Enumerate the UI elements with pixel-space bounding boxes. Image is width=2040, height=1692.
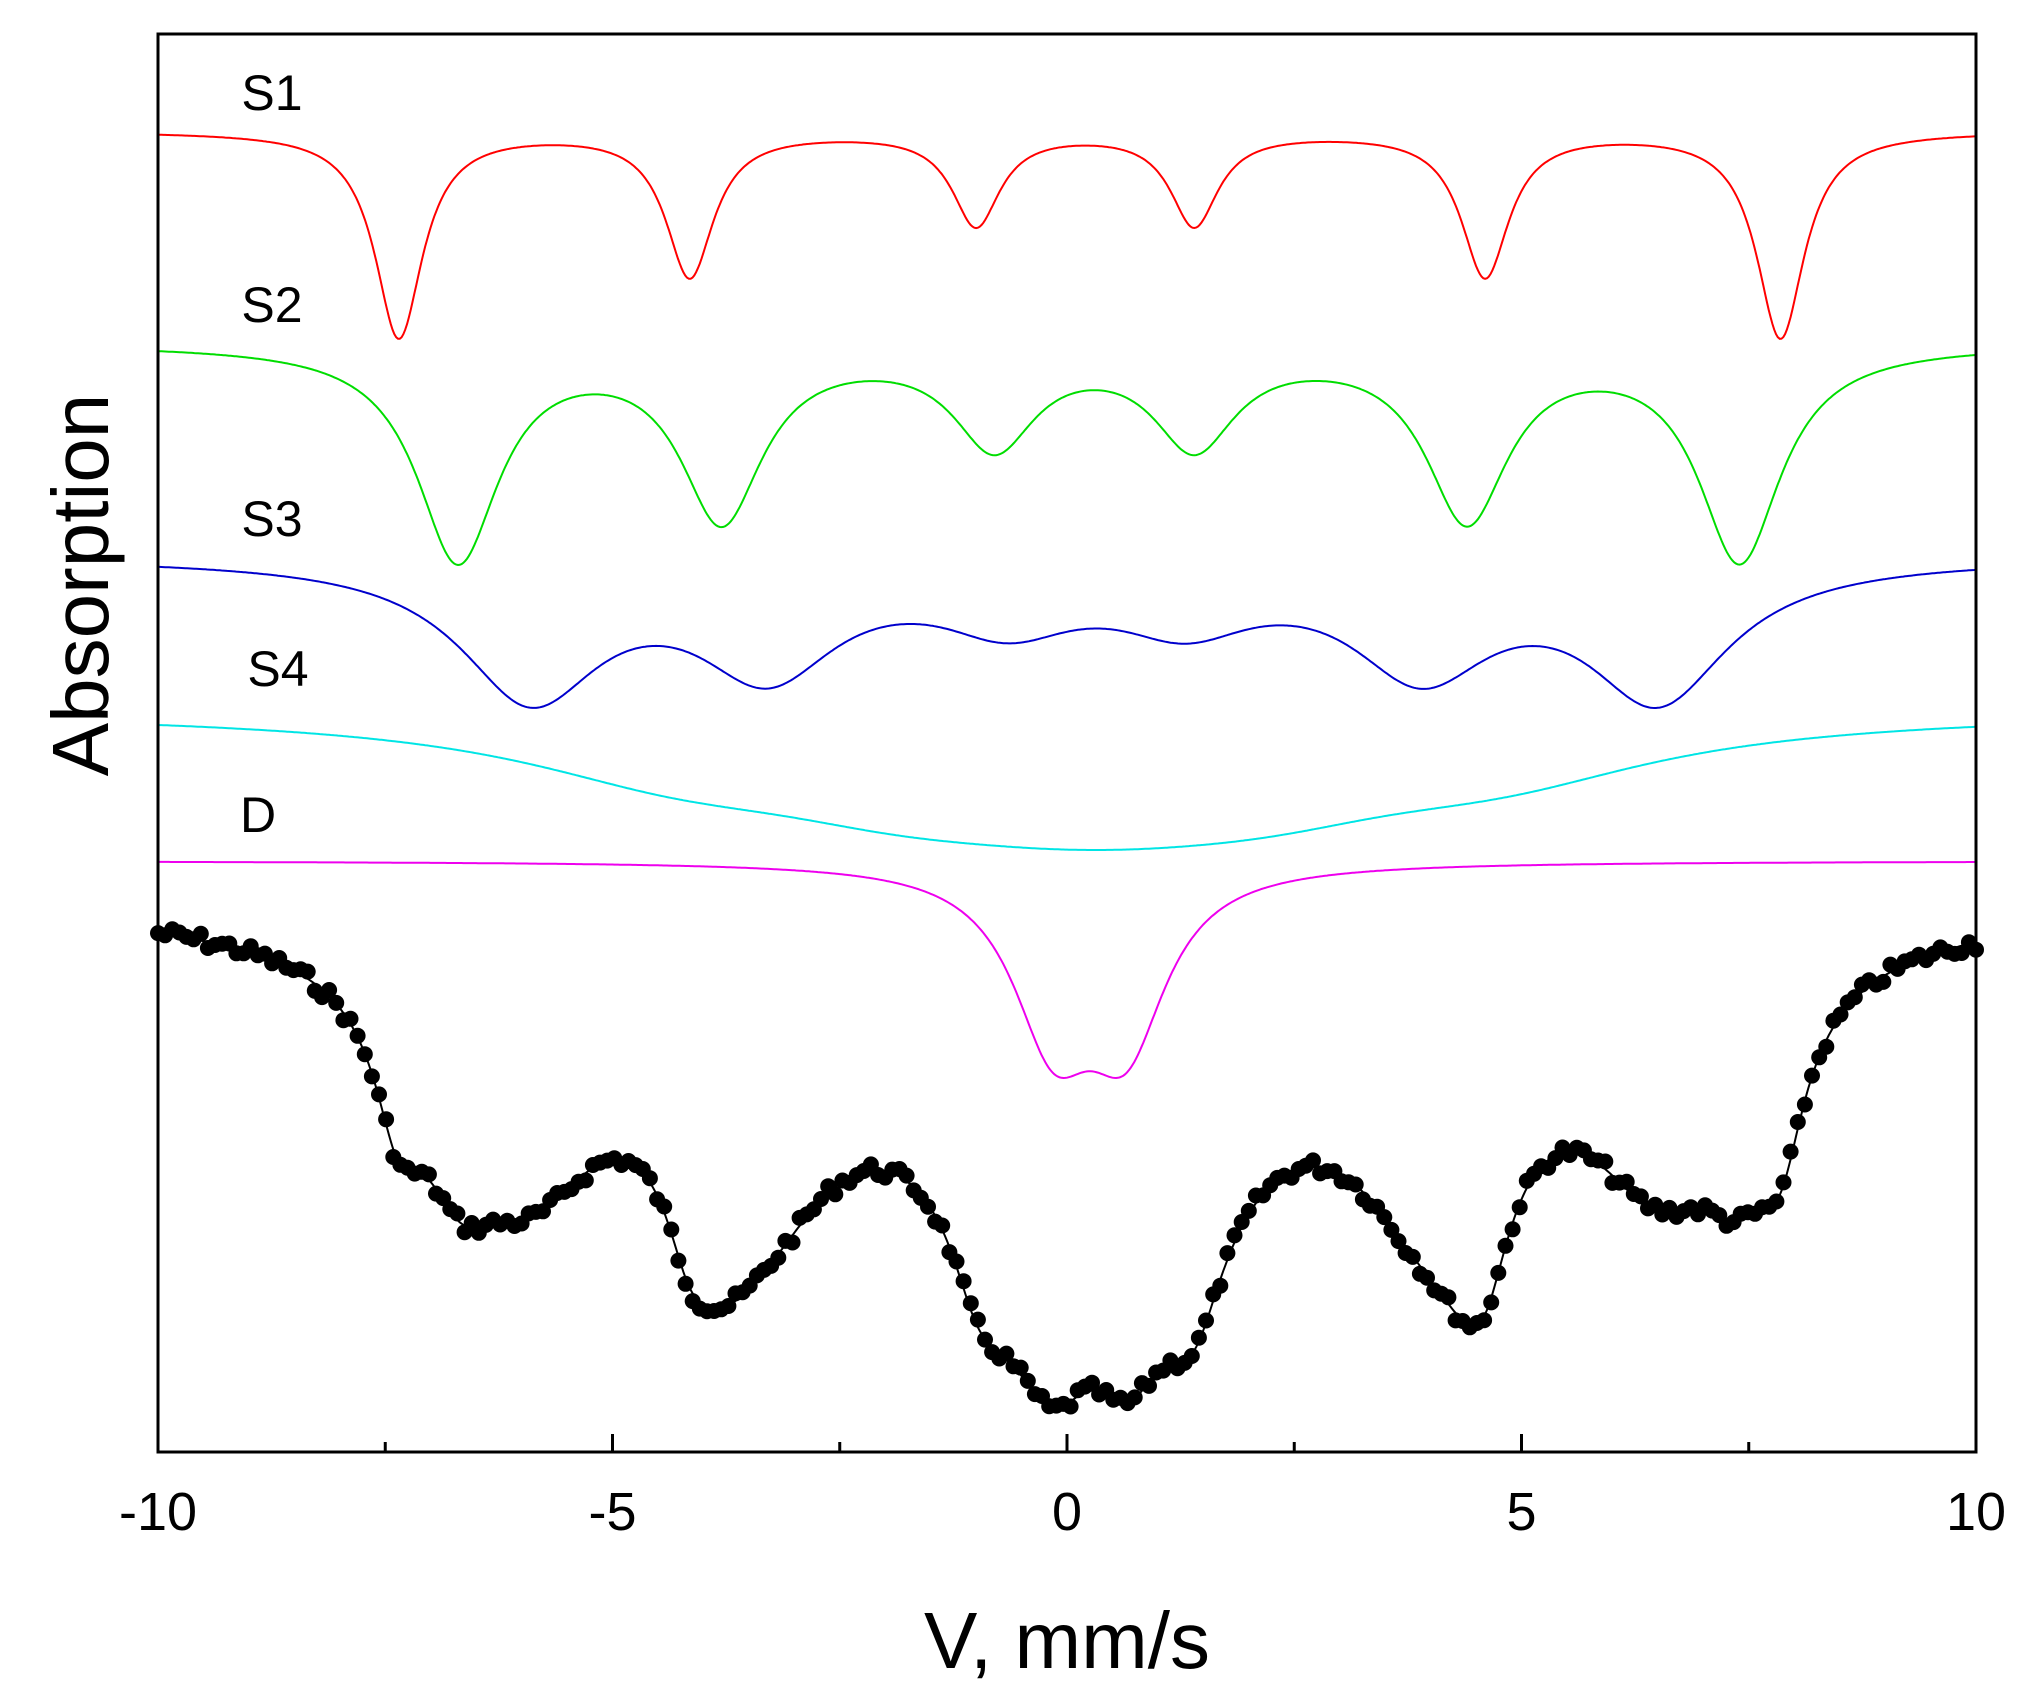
data-point [1141,1377,1157,1394]
data-point [1846,989,1863,1006]
data-point [1183,1348,1200,1364]
series-label-d: D [240,787,276,843]
data-point [1832,1006,1849,1023]
data-point [378,1111,395,1128]
data-point [1483,1294,1500,1311]
data-point [656,1198,673,1215]
x-tick-label: 5 [1506,1482,1536,1542]
data-point [1597,1153,1614,1170]
data-point [299,963,316,980]
data-point [677,1275,694,1292]
data-point [1768,1193,1785,1210]
data-point [192,925,209,942]
data-point [1126,1389,1143,1406]
experimental-layer [150,921,1984,1415]
data-point [1012,1359,1029,1376]
data-point [977,1331,993,1348]
data-point [1190,1329,1207,1346]
data-point [1062,1398,1079,1415]
series-label-s3: S3 [241,491,302,547]
series-line-s3 [157,565,1977,709]
x-tick-label: 0 [1052,1482,1082,1542]
data-point [1404,1248,1421,1265]
data-point [1632,1188,1649,1205]
data-point [670,1252,687,1269]
data-point [349,1027,366,1044]
data-point [342,1010,359,1027]
data-point [1305,1152,1321,1169]
data-point [770,1249,787,1266]
x-tick-label: 10 [1946,1482,2006,1542]
data-point [1240,1202,1257,1219]
data-point [1782,1143,1799,1160]
data-point [641,1170,658,1187]
series-line-s2 [158,350,1977,567]
data-point [1212,1277,1229,1294]
data-point [998,1345,1015,1362]
data-point [898,1167,915,1184]
series-line-d [158,860,1976,1080]
data-point [1504,1221,1521,1238]
data-point [1376,1209,1393,1226]
data-point [1497,1237,1514,1254]
data-point [577,1172,594,1189]
data-point [1226,1227,1243,1244]
data-point [1818,1038,1835,1055]
x-tick-label: -5 [588,1482,636,1542]
data-point [720,1298,737,1314]
data-point [1219,1245,1236,1262]
series-layer [157,133,1977,1080]
data-point [1390,1233,1407,1250]
x-tick-label: -10 [119,1482,197,1542]
data-point [1875,973,1892,990]
series-line-s1 [157,133,1977,340]
data-point [955,1273,972,1290]
series-label-s1: S1 [241,65,302,121]
data-point [1796,1096,1813,1113]
data-point [1804,1067,1820,1084]
data-point [920,1198,936,1215]
data-point [1084,1374,1100,1391]
x-axis-title: V, mm/s [924,1596,1210,1685]
series-label-s4: S4 [247,641,308,697]
plot-frame [156,32,1978,1454]
data-point [371,1086,387,1103]
data-point [328,994,345,1011]
y-axis-title: Absorption [36,394,125,776]
data-point [1019,1372,1036,1389]
data-point [420,1166,437,1183]
data-point [1476,1312,1493,1329]
series-line-s4 [157,724,1977,851]
data-point [356,1046,373,1063]
data-point [321,982,338,998]
data-point [363,1068,380,1085]
data-point [934,1217,951,1234]
data-point [1511,1199,1528,1216]
series-labels: S1 S2 S3 S4 D [240,65,309,843]
data-point [1440,1289,1457,1306]
data-point [1775,1174,1792,1191]
series-label-s2: S2 [241,277,302,333]
data-point [969,1311,986,1328]
data-point [813,1191,829,1207]
data-point [1419,1269,1435,1286]
data-point [449,1205,466,1222]
data-point [1618,1173,1635,1190]
data-point [1347,1176,1364,1193]
data-point [1789,1114,1806,1130]
x-ticks: -10 -5 0 5 10 [119,1434,2006,1542]
data-point [827,1186,844,1203]
data-point [948,1253,965,1270]
data-point [962,1295,979,1312]
data-point [784,1234,801,1251]
data-point [1198,1312,1214,1329]
data-point [1490,1264,1507,1281]
data-point [663,1221,680,1238]
